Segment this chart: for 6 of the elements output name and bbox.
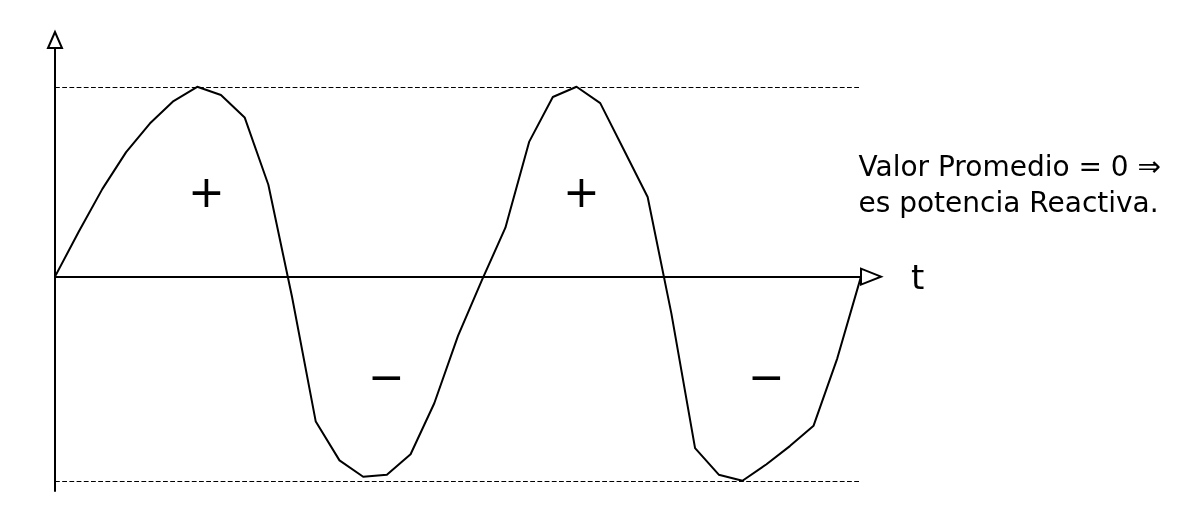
annotation: − <box>368 351 405 403</box>
annotation: Valor Promedio = 0 ⇒ es potencia Reactiva. <box>858 149 1162 220</box>
annotation: + <box>188 166 225 218</box>
annotation: − <box>748 351 785 403</box>
x-axis-title: t <box>911 256 925 297</box>
annotation: + <box>563 166 600 218</box>
